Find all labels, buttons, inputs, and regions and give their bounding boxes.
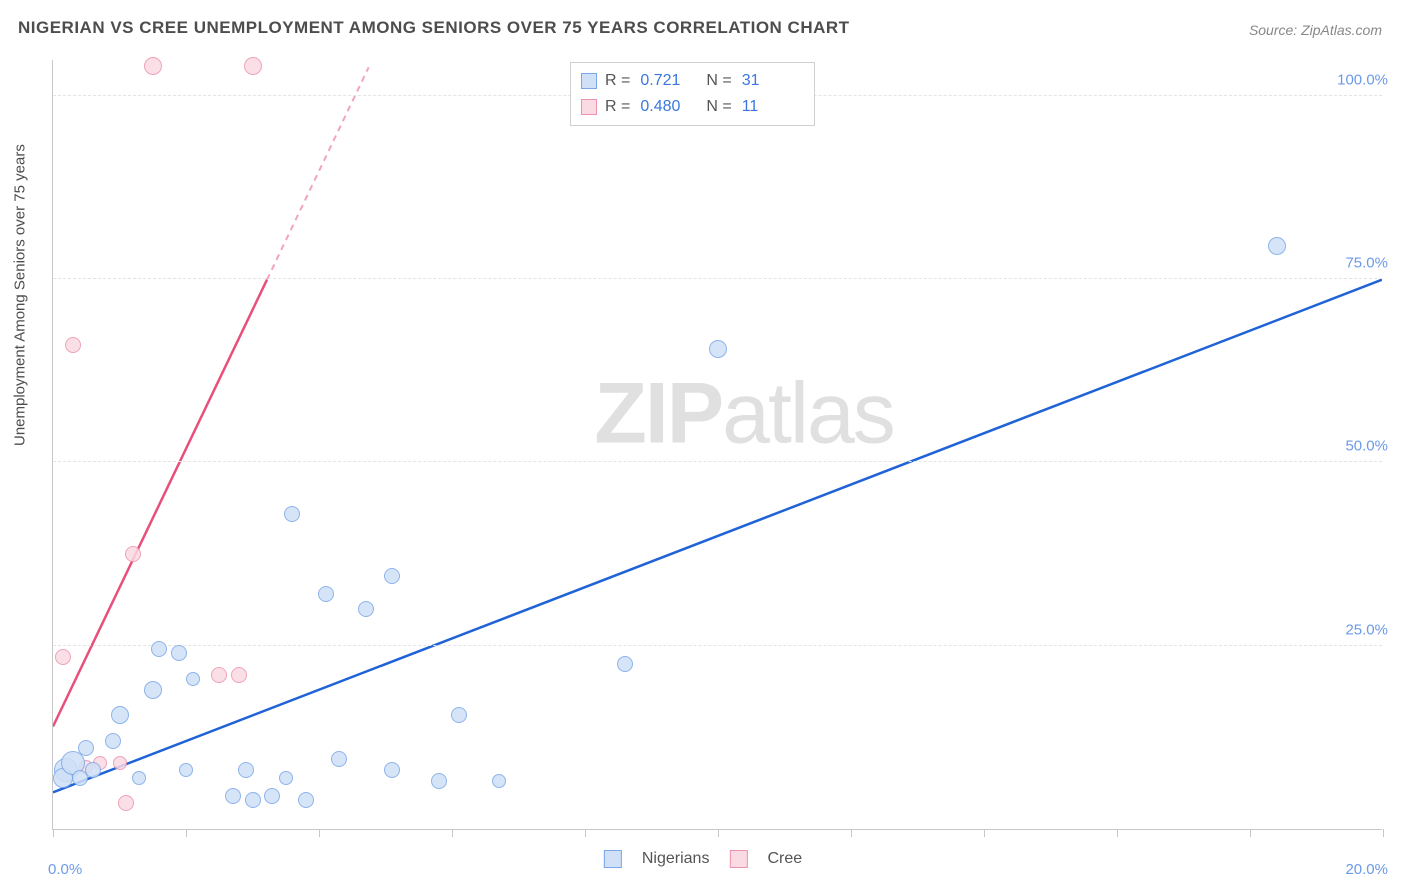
- data-point: [431, 773, 447, 789]
- data-point: [132, 771, 146, 785]
- data-point: [384, 762, 400, 778]
- x-tick: [186, 829, 187, 837]
- data-point: [211, 667, 227, 683]
- data-point: [384, 568, 400, 584]
- data-point: [492, 774, 506, 788]
- stats-box: R = 0.721 N = 31 R = 0.480 N = 11: [570, 62, 815, 126]
- watermark: ZIPatlas: [594, 364, 893, 463]
- data-point: [125, 546, 141, 562]
- data-point: [171, 645, 187, 661]
- stats-row-nigerians: R = 0.721 N = 31: [581, 68, 800, 94]
- data-point: [318, 586, 334, 602]
- trend-line: [267, 67, 369, 279]
- n-label: N =: [706, 94, 731, 120]
- x-tick: [1383, 829, 1384, 837]
- data-point: [264, 788, 280, 804]
- legend-swatch-nigerians: [604, 850, 622, 868]
- data-point: [225, 788, 241, 804]
- legend: Nigerians Cree: [604, 850, 802, 868]
- x-tick: [452, 829, 453, 837]
- legend-label-cree: Cree: [767, 850, 802, 868]
- gridline: [53, 278, 1382, 279]
- stats-row-cree: R = 0.480 N = 11: [581, 94, 800, 120]
- x-tick: [984, 829, 985, 837]
- x-tick: [1117, 829, 1118, 837]
- data-point: [151, 641, 167, 657]
- data-point: [279, 771, 293, 785]
- data-point: [451, 707, 467, 723]
- r-value-cree: 0.480: [640, 94, 688, 120]
- y-tick-label: 25.0%: [1345, 621, 1388, 638]
- swatch-cree: [581, 99, 597, 115]
- data-point: [709, 340, 727, 358]
- swatch-nigerians: [581, 73, 597, 89]
- data-point: [179, 763, 193, 777]
- data-point: [284, 506, 300, 522]
- data-point: [65, 337, 81, 353]
- chart-title: NIGERIAN VS CREE UNEMPLOYMENT AMONG SENI…: [18, 18, 850, 38]
- n-value-cree: 11: [742, 94, 790, 120]
- data-point: [55, 649, 71, 665]
- data-point: [238, 762, 254, 778]
- x-tick: [718, 829, 719, 837]
- data-point: [231, 667, 247, 683]
- data-point: [298, 792, 314, 808]
- x-max-label: 20.0%: [1345, 861, 1388, 878]
- gridline: [53, 645, 1382, 646]
- data-point: [244, 57, 262, 75]
- data-point: [1268, 237, 1286, 255]
- source-attribution: Source: ZipAtlas.com: [1249, 22, 1382, 38]
- plot-area: ZIPatlas: [52, 60, 1382, 830]
- data-point: [118, 795, 134, 811]
- gridline: [53, 461, 1382, 462]
- legend-label-nigerians: Nigerians: [642, 850, 710, 868]
- x-tick: [1250, 829, 1251, 837]
- trend-line: [53, 280, 267, 727]
- r-value-nigerians: 0.721: [640, 68, 688, 94]
- x-tick: [319, 829, 320, 837]
- n-label: N =: [706, 68, 731, 94]
- y-tick-label: 50.0%: [1345, 438, 1388, 455]
- y-axis-label: Unemployment Among Seniors over 75 years: [12, 144, 29, 446]
- data-point: [85, 762, 101, 778]
- data-point: [105, 733, 121, 749]
- data-point: [144, 57, 162, 75]
- data-point: [111, 706, 129, 724]
- data-point: [78, 740, 94, 756]
- data-point: [617, 656, 633, 672]
- x-tick: [585, 829, 586, 837]
- x-tick: [53, 829, 54, 837]
- data-point: [113, 756, 127, 770]
- r-label: R =: [605, 68, 630, 94]
- x-tick: [851, 829, 852, 837]
- legend-swatch-cree: [729, 850, 747, 868]
- data-point: [331, 751, 347, 767]
- r-label: R =: [605, 94, 630, 120]
- data-point: [144, 681, 162, 699]
- y-tick-label: 75.0%: [1345, 255, 1388, 272]
- x-min-label: 0.0%: [48, 861, 82, 878]
- trend-lines: [53, 60, 1382, 829]
- data-point: [358, 601, 374, 617]
- data-point: [186, 672, 200, 686]
- n-value-nigerians: 31: [742, 68, 790, 94]
- data-point: [245, 792, 261, 808]
- y-tick-label: 100.0%: [1337, 71, 1388, 88]
